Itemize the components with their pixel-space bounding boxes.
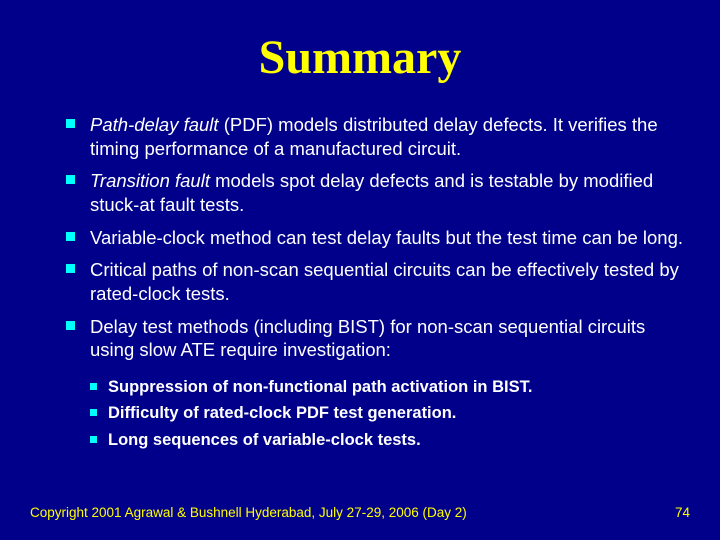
bullet-item: Delay test methods (including BIST) for … [66, 315, 690, 362]
slide-title: Summary [30, 30, 690, 85]
bullet-text: Delay test methods (including BIST) for … [90, 316, 645, 361]
footer-page-number: 74 [675, 505, 690, 520]
sub-bullet-item: Long sequences of variable-clock tests. [90, 429, 690, 451]
bullet-italic-lead: Path-delay fault [90, 114, 219, 135]
slide: Summary Path-delay fault (PDF) models di… [0, 0, 720, 540]
footer-left: Copyright 2001 Agrawal & Bushnell Hydera… [30, 505, 467, 520]
bullet-text: Variable-clock method can test delay fau… [90, 227, 683, 248]
sub-bullet-list: Suppression of non-functional path activ… [30, 376, 690, 451]
bullet-text: Critical paths of non-scan sequential ci… [90, 259, 679, 304]
bullet-item: Path-delay fault (PDF) models distribute… [66, 113, 690, 160]
bullet-item: Transition fault models spot delay defec… [66, 169, 690, 216]
sub-bullet-item: Suppression of non-functional path activ… [90, 376, 690, 398]
bullet-list: Path-delay fault (PDF) models distribute… [30, 113, 690, 362]
footer: Copyright 2001 Agrawal & Bushnell Hydera… [30, 505, 690, 520]
bullet-italic-lead: Transition fault [90, 170, 210, 191]
bullet-item: Variable-clock method can test delay fau… [66, 226, 690, 250]
bullet-item: Critical paths of non-scan sequential ci… [66, 258, 690, 305]
sub-bullet-item: Difficulty of rated-clock PDF test gener… [90, 402, 690, 424]
